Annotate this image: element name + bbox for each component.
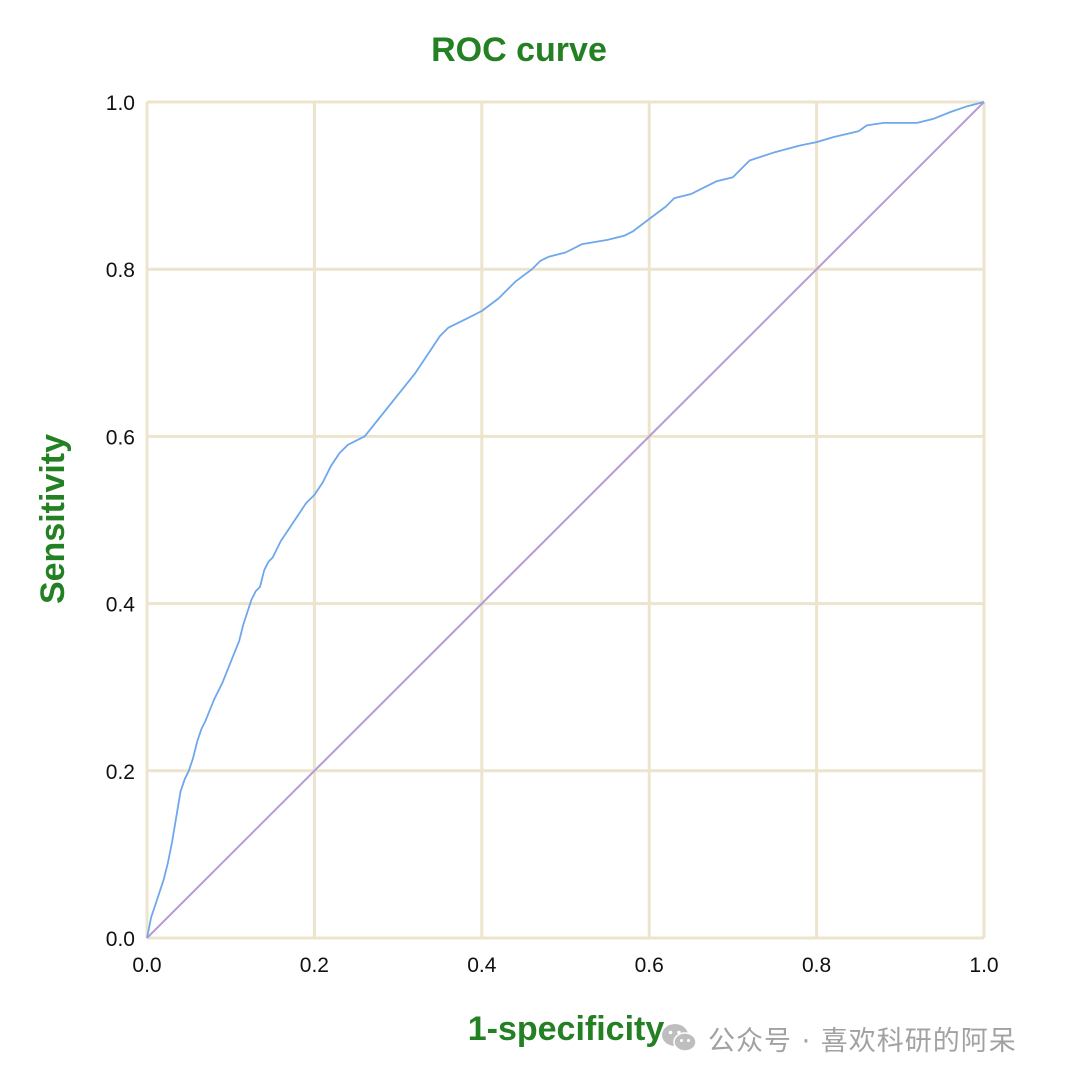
x-axis-label: 1-specificity [468, 1010, 665, 1048]
y-tick-label-3: 0.6 [106, 426, 135, 449]
x-tick-label-5: 1.0 [969, 954, 998, 977]
y-tick-label-4: 0.8 [106, 259, 135, 282]
y-tick-label-1: 0.2 [106, 761, 135, 784]
y-tick-label-0: 0.0 [106, 928, 135, 951]
roc-curve-layer [146, 101, 985, 939]
y-tick-label-5: 1.0 [106, 92, 135, 115]
x-axis-ticks: 0.0 0.2 0.4 0.6 0.8 1.0 [132, 954, 998, 977]
grid [145, 100, 986, 940]
watermark-text: 公众号 · 喜欢科研的阿呆 [708, 1025, 1017, 1057]
x-tick-label-1: 0.2 [300, 954, 329, 977]
watermark: 公众号 · 喜欢科研的阿呆 [660, 1016, 1017, 1060]
chart-title: ROC curve [431, 31, 607, 69]
reference-diagonal-line [146, 101, 985, 939]
x-tick-label-2: 0.4 [467, 954, 497, 977]
reference-line-layer [146, 101, 985, 939]
x-tick-label-4: 0.8 [802, 954, 831, 977]
x-tick-label-0: 0.0 [132, 954, 161, 977]
roc-curve-line [146, 101, 985, 939]
y-tick-label-2: 0.4 [106, 594, 136, 617]
y-axis-ticks: 0.0 0.2 0.4 0.6 0.8 1.0 [106, 92, 136, 951]
x-tick-label-3: 0.6 [635, 954, 664, 977]
y-axis-label: Sensitivity [34, 434, 72, 604]
wechat-icon [662, 1024, 697, 1052]
